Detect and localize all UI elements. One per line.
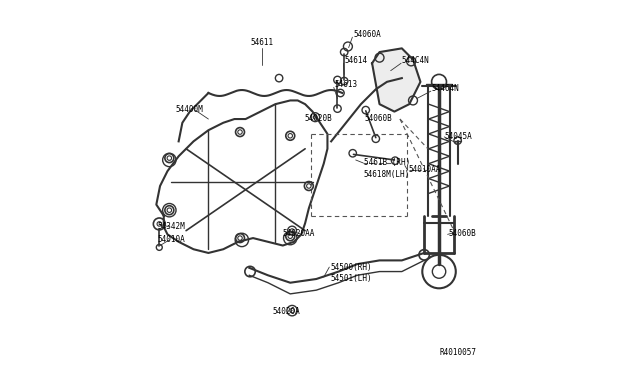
Text: 54060B: 54060B <box>449 229 476 238</box>
Text: 54500(RH): 54500(RH) <box>330 263 372 272</box>
Text: 54060A: 54060A <box>353 30 381 39</box>
Text: 54020AA: 54020AA <box>283 229 315 238</box>
Text: 54045A: 54045A <box>445 132 472 141</box>
Text: 54010A: 54010A <box>157 235 185 244</box>
Text: 54618M(LH): 54618M(LH) <box>364 170 410 179</box>
Text: 54342M: 54342M <box>157 222 185 231</box>
Text: 54464N: 54464N <box>431 84 460 93</box>
Text: 54020A: 54020A <box>273 307 300 316</box>
Polygon shape <box>372 48 420 112</box>
Text: 54501(LH): 54501(LH) <box>330 274 372 283</box>
Text: 54010AA: 54010AA <box>408 165 441 174</box>
Text: 54613: 54613 <box>335 80 358 89</box>
Text: 5461B (RH): 5461B (RH) <box>364 158 410 167</box>
Text: 54020B: 54020B <box>305 114 332 123</box>
Text: 54060B: 54060B <box>365 114 392 123</box>
Text: 54611: 54611 <box>251 38 274 47</box>
Text: R4010057: R4010057 <box>439 348 476 357</box>
Text: 54614: 54614 <box>344 56 367 65</box>
Text: 54400M: 54400M <box>175 105 204 114</box>
Text: 544C4N: 544C4N <box>401 56 429 65</box>
